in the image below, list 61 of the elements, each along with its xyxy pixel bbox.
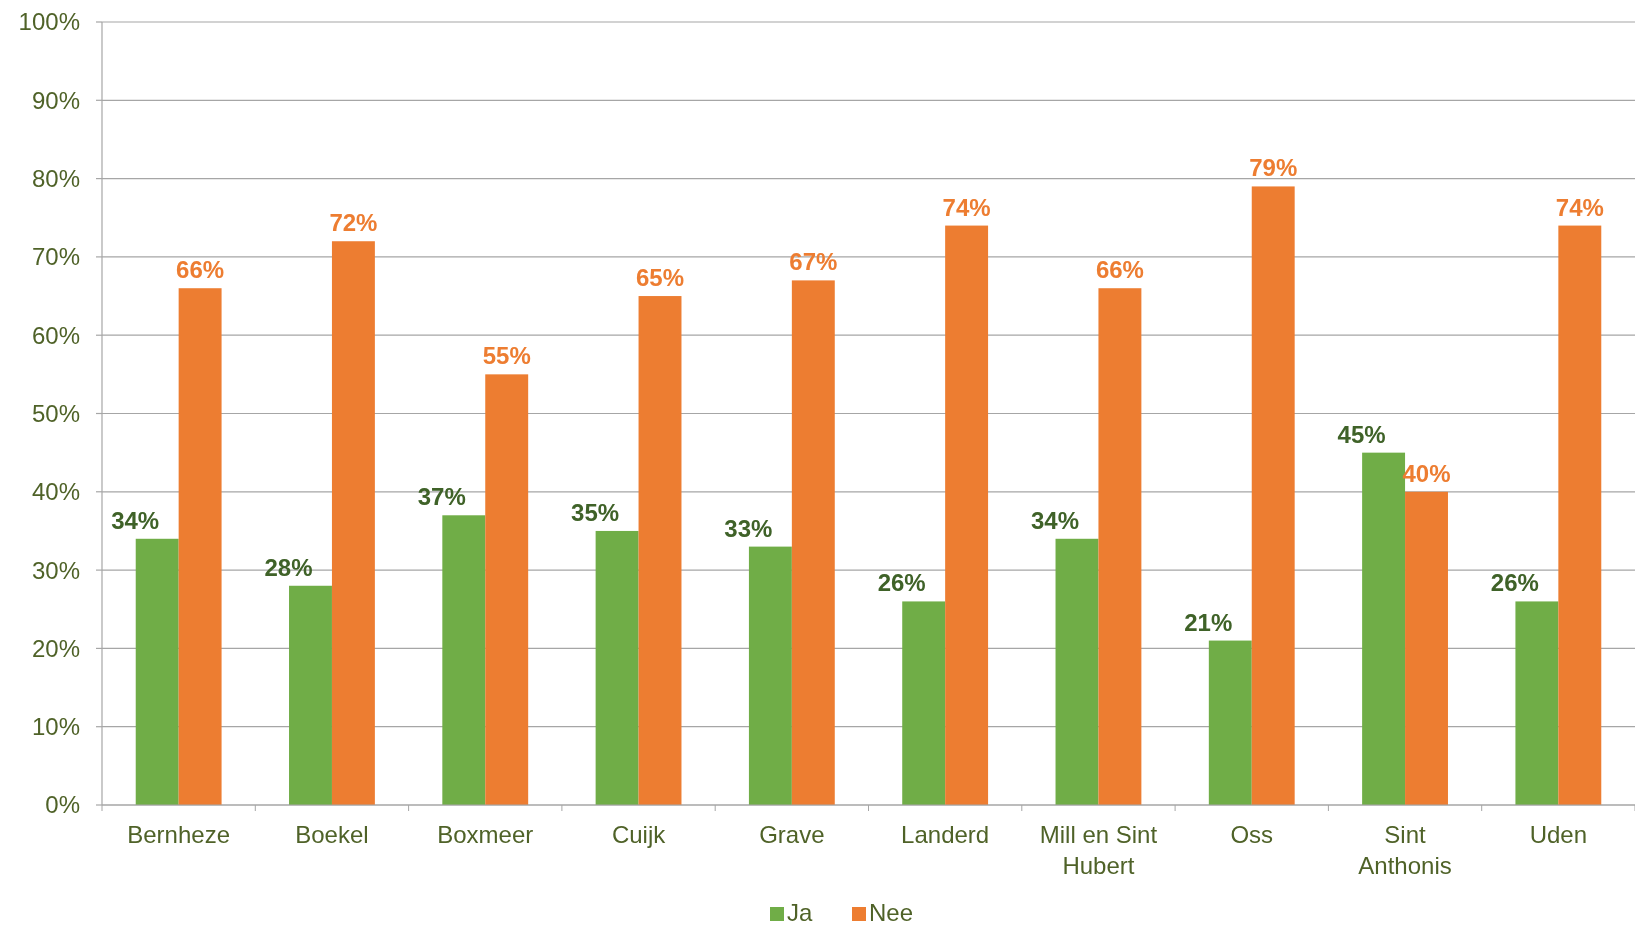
- data-label: 74%: [1555, 193, 1604, 221]
- y-tick-label: 30%: [31, 556, 80, 584]
- x-tick-label: Cuijk: [611, 821, 667, 848]
- legend-label: Ja: [787, 899, 813, 926]
- x-tick-label: Sint Anthonis: [1358, 821, 1452, 879]
- bar: [442, 515, 486, 805]
- data-label: 74%: [942, 193, 991, 221]
- data-label: 72%: [329, 209, 378, 237]
- bar: [178, 288, 222, 805]
- data-label: 66%: [1095, 256, 1144, 284]
- bar: [638, 296, 682, 805]
- bar: [1098, 288, 1142, 805]
- data-label: 34%: [1030, 506, 1080, 534]
- data-label: 21%: [1184, 608, 1233, 636]
- bar: [1251, 186, 1295, 805]
- x-tick-label: Boekel: [295, 821, 369, 848]
- data-label: 37%: [417, 483, 466, 511]
- bar: [945, 225, 989, 805]
- y-tick-label: 70%: [31, 243, 80, 271]
- data-label: 66%: [176, 256, 225, 284]
- data-label: 55%: [482, 342, 531, 370]
- bar: [485, 374, 529, 805]
- y-tick-label: 20%: [31, 634, 80, 662]
- data-label: 28%: [264, 553, 313, 581]
- y-tick-label: 60%: [31, 321, 80, 349]
- bar: [1055, 538, 1099, 805]
- y-tick-label: 50%: [31, 399, 80, 427]
- y-tick-label: 40%: [31, 478, 80, 506]
- y-tick-label: 100%: [18, 8, 80, 36]
- data-label: 35%: [571, 498, 620, 526]
- data-label: 26%: [1490, 569, 1539, 597]
- x-tick-label: Uden: [1529, 821, 1588, 848]
- bar: [902, 601, 946, 805]
- data-label: 45%: [1337, 420, 1386, 448]
- data-label: 34%: [111, 506, 160, 534]
- y-tick-label: 0%: [45, 791, 80, 819]
- bar: [1208, 640, 1252, 805]
- x-tick-label: Oss: [1230, 821, 1274, 848]
- bar: [595, 530, 639, 805]
- x-tick-label: Bernheze: [127, 821, 231, 848]
- bar: [1558, 225, 1602, 805]
- bar: [331, 241, 375, 805]
- bar: [748, 546, 792, 805]
- x-tick-label: Boxmeer: [437, 821, 534, 848]
- y-tick-label: 80%: [31, 165, 80, 192]
- bar: [289, 585, 332, 805]
- data-label: 67%: [789, 248, 838, 276]
- x-tick-label: Mill en Sint Hubert: [1039, 821, 1158, 879]
- y-tick-label: 90%: [31, 86, 80, 114]
- bar: [135, 538, 179, 805]
- bar: [791, 280, 835, 805]
- bar: [1405, 491, 1448, 805]
- x-tick-label: Landerd: [901, 821, 990, 848]
- data-label: 79%: [1249, 154, 1298, 182]
- x-tick-label: Grave: [759, 821, 825, 848]
- bar: [1515, 601, 1559, 805]
- legend-label: Nee: [869, 899, 914, 926]
- data-label: 33%: [724, 514, 773, 542]
- data-label: 65%: [635, 264, 685, 292]
- y-tick-label: 10%: [31, 713, 80, 741]
- data-label: 26%: [877, 569, 926, 597]
